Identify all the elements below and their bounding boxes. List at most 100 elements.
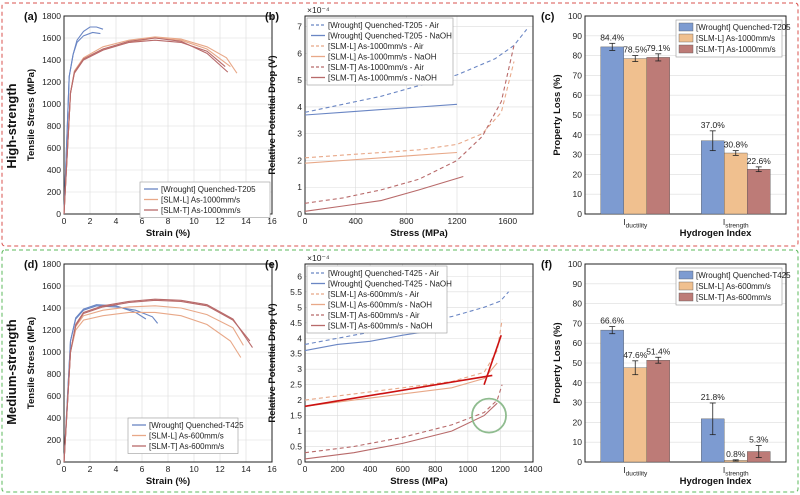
category-label: Istrength [723,217,749,230]
category-label-main: I [723,217,725,227]
series-line-5 [304,45,515,204]
data-label: 37.0% [701,120,726,130]
plot-area-e [304,263,534,463]
legend-swatch [678,33,694,43]
y-tick-label: 5 [297,302,302,312]
legend-label: [SLM-L] As-600mm/s - Air [328,290,419,299]
data-label: 78.5% [623,45,648,55]
y-tick-label: 1400 [42,55,61,65]
y-tick-label: 5 [297,75,302,85]
x-tick-label: 4 [114,464,119,474]
y-tick-label: 800 [47,121,61,131]
series-line-6 [304,175,464,212]
y-axis-label: Relative Potential Drop (V) [267,55,278,174]
y-tick-label: 6 [297,271,302,281]
y-axis-label: Property Loss (%) [552,74,563,155]
y-tick-label: 50 [573,358,583,368]
y-tick-label: 3.5 [290,349,302,359]
x-axis-label: Hydrogen Index [680,228,753,239]
x-tick-label: 1200 [491,464,510,474]
legend-swatch [678,22,694,32]
y-tick-label: 1600 [42,33,61,43]
legend-label: [SLM-L] As-600mm/s [696,282,771,291]
legend-box [675,19,783,58]
y-tick-label: 0 [297,209,302,219]
y-tick-label: 3 [297,364,302,374]
y-tick-label: 1 [297,426,302,436]
x-tick-label: 4 [114,216,119,226]
y-tick-label: 1600 [42,281,61,291]
legend-label: [SLM-T] As-1000mm/s [161,206,241,215]
y-tick-label: 50 [573,110,583,120]
series-line-1 [304,291,510,345]
legend-label: [Wrought] Quenched-T425 - NaOH [328,280,452,289]
x-tick-label: 200 [330,464,344,474]
series-line-6 [63,37,229,215]
y-tick-label: 2 [297,395,302,405]
y-tick-label: 10 [573,189,583,199]
legend-label: [SLM-T] As-600mm/s - Air [328,311,420,320]
y-tick-label: 1000 [42,347,61,357]
legend-label: [SLM-T] As-600mm/s [149,442,224,451]
x-tick-label: 400 [349,216,363,226]
y-tick-label: 1200 [42,325,61,335]
bar-1-2 [623,367,647,463]
highlight-circle [471,397,507,434]
panel-letter: (d) [24,259,38,271]
x-tick-label: 14 [241,464,251,474]
category-label-sub: strength [725,223,749,230]
y-tick-label: 1.5 [290,411,302,421]
x-tick-label: 8 [166,464,171,474]
data-label: 21.8% [701,392,726,402]
legend-label: [SLM-L] As-1000mm/s - Air [328,42,424,51]
y-tick-label: 0.5 [290,442,302,452]
y-tick-label: 60 [573,338,583,348]
y-tick-label: 0 [56,209,61,219]
bar-1-1 [600,329,624,463]
legend-label: [Wrought] Quenched-T205 [696,23,791,32]
x-tick-label: 1400 [524,464,543,474]
y-tick-label: 800 [47,369,61,379]
series-line-5 [304,384,503,454]
y-tick-label: 2 [297,155,302,165]
data-label: 22.6% [747,156,772,166]
data-label: 30.8% [724,140,749,150]
panel-f: 0 10 20 30 40 50 60 70 80 90 100 66.6% 47.6%51.4% Idu… [541,259,791,487]
series-line-4 [63,311,242,463]
x-tick-label: 0 [62,216,67,226]
legend-label: [Wrought] Quenched-T205 - Air [328,21,439,30]
x-tick-label: 600 [396,464,410,474]
y-tick-label: 20 [573,169,583,179]
legend-label: [SLM-T] As-1000mm/s - Air [328,63,424,72]
y-tick-label: 600 [47,143,61,153]
category-label: Istrength [723,465,749,478]
y-tick-label: 200 [47,435,61,445]
y-tick-label: 80 [573,299,583,309]
x-axis-label: Stress (MPa) [390,476,448,487]
x-axis-label: Hydrogen Index [680,476,753,487]
legend-box [675,267,783,306]
y-tick-label: 40 [573,378,583,388]
x-tick-label: 1600 [498,216,517,226]
x-tick-label: 400 [363,464,377,474]
series-line-2 [304,103,458,116]
legend-box [127,417,239,454]
legend-box [306,17,454,86]
legend-swatch [678,281,694,291]
x-axis-label: Stress (MPa) [390,228,448,239]
y-tick-label: 4 [297,333,302,343]
legend-box [306,265,448,334]
y-tick-label: 100 [568,259,582,269]
x-axis-label: Strain (%) [146,476,190,487]
legend-label: [Wrought] Quenched-T425 [696,271,791,280]
x-tick-label: 10 [189,464,199,474]
x-axis-label: Strain (%) [146,228,190,239]
y-tick-label: 400 [47,413,61,423]
legend-label: [SLM-T] As-1000mm/s [696,45,776,54]
x-tick-label: 6 [140,216,145,226]
panel-letter: (c) [541,11,555,23]
category-label-main: I [623,217,625,227]
y-tick-label: 0 [577,457,582,467]
series-line-8 [483,334,502,385]
